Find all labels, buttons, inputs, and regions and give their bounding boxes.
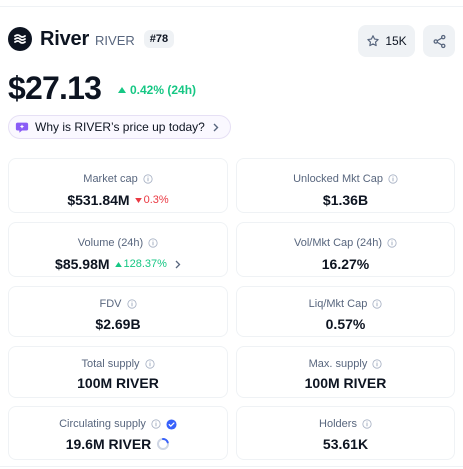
stat-label: Max. supply [308,358,368,370]
ai-sparkle-icon [15,120,29,134]
verified-icon [166,418,177,430]
coin-logo-icon [8,27,32,51]
why-price-up-button[interactable]: Why is RIVER’s price up today? [8,115,231,139]
market-cap-change: 0.3% [134,194,169,206]
caret-down-icon [134,197,142,203]
caret-up-icon [114,261,122,267]
stat-value: 16.27% [321,256,370,272]
price-change-text: 0.42% (24h) [130,83,197,97]
stat-card-unlocked-mkt-cap: Unlocked Mkt Cap $1.36B [236,158,455,213]
stat-value: $2.69B [95,316,141,332]
market-cap-change-text: 0.3% [143,194,169,206]
star-icon [366,34,380,48]
stat-card-fdv: FDV $2.69B [8,286,228,337]
stat-label: Liq/Mkt Cap [308,298,368,310]
chevron-right-icon [175,260,181,269]
stat-label: Unlocked Mkt Cap [293,173,383,185]
stat-value: $85.98M [55,256,110,272]
share-button[interactable] [423,25,455,57]
stat-label: Market cap [83,173,138,185]
info-icon[interactable] [144,359,155,369]
coin-header: River RIVER #78 [8,27,175,51]
info-icon[interactable] [372,359,382,369]
info-icon[interactable] [126,299,137,309]
info-icon[interactable] [151,419,161,429]
stat-value: $1.36B [322,192,369,208]
info-icon[interactable] [372,299,382,309]
why-price-up-label: Why is RIVER’s price up today? [35,120,205,134]
stat-value: 100M RIVER [304,375,387,391]
stat-value: 0.57% [325,316,366,332]
stat-label: Total supply [81,358,140,370]
info-icon[interactable] [362,419,372,429]
stat-label: Vol/Mkt Cap (24h) [293,237,383,249]
stat-label: Circulating supply [59,418,146,430]
coin-name: River [40,27,90,50]
stat-card-vol-mkt-cap: Vol/Mkt Cap (24h) 16.27% [236,222,455,277]
price-change-24h: 0.42% (24h) [118,83,196,97]
stat-card-max-supply: Max. supply 100M RIVER [236,346,455,398]
watchlist-button[interactable]: 15K [358,25,415,57]
info-icon[interactable] [387,238,397,248]
info-icon[interactable] [148,238,158,248]
stat-label: FDV [99,298,122,310]
chevron-right-icon [213,123,219,132]
stat-card-holders: Holders 53.61K [236,406,455,460]
watchlist-count: 15K [385,34,407,48]
current-price: $27.13 [8,70,102,106]
rank-badge: #78 [143,30,175,48]
volume-change-text: 128.37% [123,258,167,270]
info-icon[interactable] [143,174,153,184]
stat-value: 53.61K [322,436,369,452]
supply-progress-ring [157,438,170,450]
stat-value: 19.6M RIVER [65,436,152,452]
volume-change: 128.37% [114,258,167,270]
info-icon[interactable] [388,174,398,184]
bottom-divider [0,466,463,467]
stat-label: Volume (24h) [77,237,144,249]
coin-symbol: RIVER [95,33,135,48]
stat-value: 100M RIVER [77,375,159,391]
stat-card-circulating-supply: Circulating supply 19.6M RIVER [8,406,228,460]
share-icon [432,34,447,49]
stat-card-liq-mkt-cap: Liq/Mkt Cap 0.57% [236,286,455,337]
caret-up-icon [118,87,126,93]
stat-value: $531.84M [67,192,130,208]
stat-card-volume-24h[interactable]: Volume (24h) $85.98M 128.37% [8,222,228,277]
stat-card-total-supply: Total supply 100M RIVER [8,346,228,398]
stat-card-market-cap: Market cap $531.84M 0.3% [8,158,228,213]
stat-label: Holders [319,418,357,430]
top-divider [0,6,463,7]
